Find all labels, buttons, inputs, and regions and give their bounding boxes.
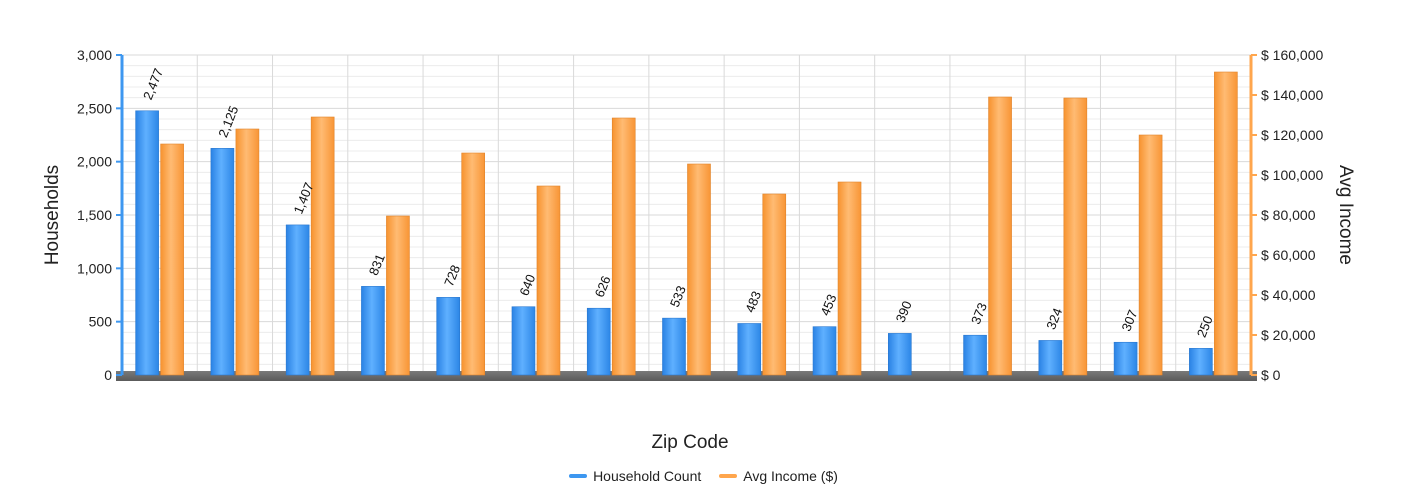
bar-household-count (1189, 348, 1213, 376)
bar-household-count (135, 110, 159, 376)
bar-household-count (1113, 341, 1138, 376)
y2-axis-tick-label: $ 80,000 (1261, 207, 1316, 223)
bar-avg-income (235, 128, 260, 376)
bar-household-count (586, 307, 611, 376)
chart-legend: Household Count Avg Income ($) (0, 468, 1407, 484)
bar-household-count (812, 326, 837, 376)
bar-avg-income (687, 163, 711, 376)
y2-axis-tick-label: $ 40,000 (1261, 287, 1316, 303)
y-axis-tick-label: 0 (104, 367, 112, 383)
bar-avg-income (386, 215, 410, 376)
y2-axis-tick-label: $ 160,000 (1261, 47, 1323, 63)
y2-axis-tick-label: $ 60,000 (1261, 247, 1316, 263)
bar-avg-income (1063, 97, 1088, 376)
y2-axis-tick-label: $ 0 (1261, 367, 1281, 383)
bar-avg-income (988, 96, 1012, 376)
bar-household-count (662, 317, 686, 376)
legend-label-avg-income: Avg Income ($) (743, 468, 838, 484)
legend-swatch-orange (719, 474, 738, 478)
bar-household-count (210, 148, 235, 376)
y2-axis-title: Avg Income (1335, 165, 1356, 265)
y2-axis-tick-label: $ 100,000 (1261, 167, 1323, 183)
legend-swatch-blue (569, 474, 588, 478)
y-axis-tick-label: 1,000 (77, 260, 112, 276)
bar-household-count (511, 306, 536, 376)
y-axis-tick-label: 2,000 (77, 154, 112, 170)
bar-avg-income (762, 193, 787, 376)
x-axis-title: Zip Code (651, 432, 728, 453)
grid-lines (116, 54, 1257, 381)
bar-avg-income (160, 143, 184, 376)
bar-household-count (361, 286, 385, 376)
chart-floor (116, 371, 1257, 381)
bar-avg-income (310, 116, 335, 376)
legend-label-household-count: Household Count (593, 468, 702, 484)
bar-avg-income (837, 181, 862, 376)
bar-household-count (963, 334, 987, 376)
bar-avg-income (611, 117, 636, 376)
bar-household-count (436, 297, 461, 376)
bars-layer (135, 71, 1238, 376)
bar-household-count (1038, 340, 1063, 376)
y2-axis-tick-label: $ 120,000 (1261, 127, 1323, 143)
legend-item-household-count[interactable]: Household Count (569, 468, 701, 484)
y-axis-tick-label: 2,500 (77, 100, 112, 116)
y2-axis-tick-label: $ 140,000 (1261, 87, 1323, 103)
y-axis-tick-label: 1,500 (77, 207, 112, 223)
bar-household-count (285, 224, 310, 376)
bar-avg-income (1138, 134, 1163, 376)
legend-item-avg-income[interactable]: Avg Income ($) (719, 468, 838, 484)
bar-avg-income (536, 185, 561, 376)
y-axis-tick-label: 500 (89, 314, 113, 330)
bar-avg-income (1214, 71, 1238, 376)
y-axis-tick-label: 3,000 (77, 47, 112, 63)
bar-household-count (737, 323, 762, 376)
y-axis-title: Households (42, 165, 63, 265)
y2-axis-tick-label: $ 20,000 (1261, 327, 1316, 343)
bar-household-count (887, 333, 912, 376)
axes-layer: 0 500 1,000 1,500 2,000 2,500 3,000 $ 0 $ 20,000… (77, 47, 1324, 383)
bar-avg-income (461, 152, 486, 376)
